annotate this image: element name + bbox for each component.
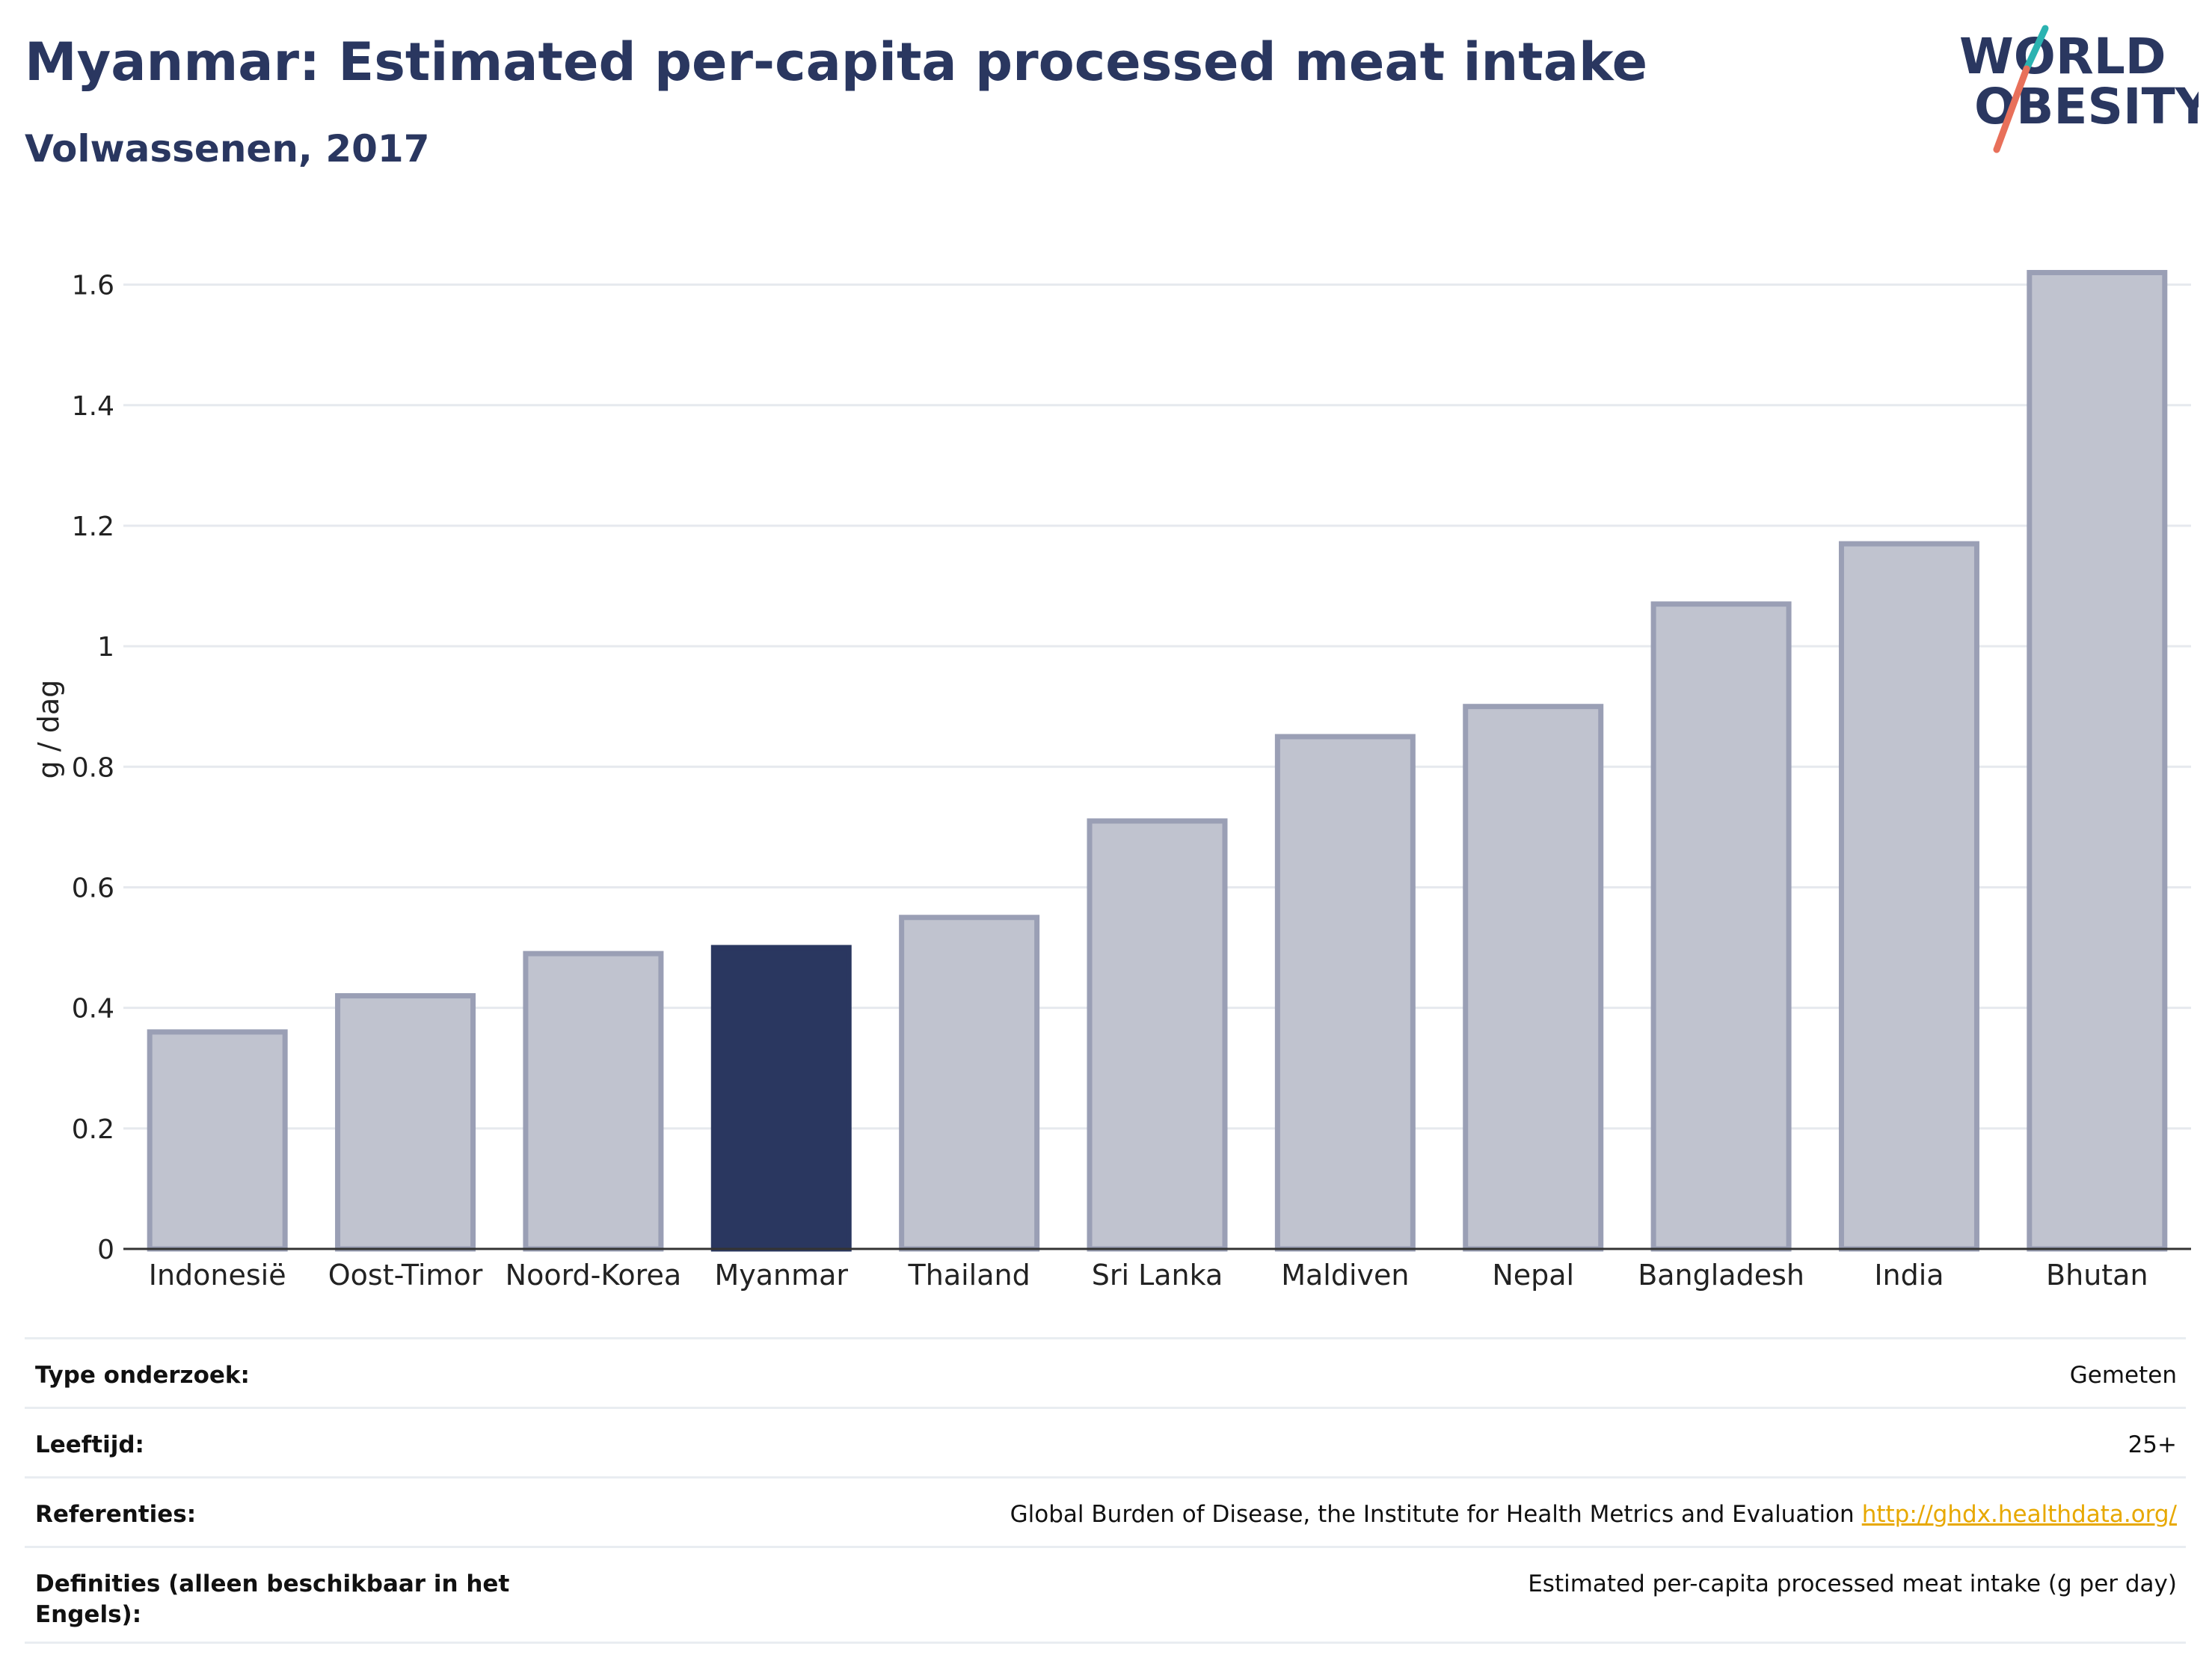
y-axis-ticks: 0 0.2 0.4 0.6 0.8 1 1.2 1.4 1.6 (72, 271, 114, 1265)
chart-title: Myanmar: Estimated per-capita processed … (25, 31, 1648, 93)
meta-key: Leeftijd: (35, 1431, 144, 1458)
y-tick-label: 0.8 (72, 752, 114, 783)
y-tick-label: 1.4 (72, 391, 114, 422)
x-tick-label: India (1874, 1259, 1944, 1292)
bar-oost-timor[interactable] (335, 993, 476, 1252)
chart-subtitle: Volwassenen, 2017 (25, 127, 430, 171)
x-tick-label: Oost-Timor (328, 1259, 483, 1292)
y-tick-label: 1.2 (72, 512, 114, 542)
reference-link[interactable]: http://ghdx.healthdata.org/ (1861, 1500, 2177, 1528)
x-tick-label: Noord-Korea (506, 1259, 681, 1292)
meta-key: Definities (alleen beschikbaar in het En… (35, 1570, 510, 1629)
meta-row-age: Leeftijd: 25+ (25, 1409, 2186, 1479)
bar-bhutan[interactable] (2027, 269, 2168, 1252)
x-tick-label: Bangladesh (1638, 1259, 1804, 1292)
x-tick-label: Thailand (908, 1259, 1030, 1292)
x-axis-ticks: Indonesië Oost-Timor Noord-Korea Myanmar Tha… (149, 1259, 2148, 1292)
bar-indonesi-[interactable] (147, 1029, 288, 1252)
metadata-table: Type onderzoek: Gemeten Leeftijd: 25+ Re… (25, 1337, 2186, 1645)
y-tick-label: 0 (97, 1235, 114, 1265)
bar-thailand[interactable] (899, 915, 1040, 1252)
x-tick-label: Myanmar (714, 1259, 848, 1292)
x-tick-label: Nepal (1492, 1259, 1574, 1292)
x-tick-label: Sri Lanka (1092, 1259, 1223, 1292)
logo-slash-teal-icon (2023, 25, 2049, 73)
logo-text-world: WORLD (1959, 28, 2166, 85)
bar-sri-lanka[interactable] (1087, 818, 1228, 1252)
meta-value: Global Burden of Disease, the Institute … (1010, 1499, 2177, 1531)
y-tick-label: 1.6 (72, 271, 114, 301)
meta-key: Type onderzoek: (35, 1362, 250, 1389)
meta-row-references: Referenties: Global Burden of Disease, t… (25, 1479, 2186, 1548)
meta-value: Estimated per-capita processed meat inta… (1528, 1570, 2177, 1597)
world-obesity-logo[interactable]: WORLD OBESITY (1944, 22, 2199, 157)
logo-slash-coral-icon (1993, 65, 2030, 153)
meta-row-type: Type onderzoek: Gemeten (25, 1339, 2186, 1409)
y-tick-label: 0.2 (72, 1114, 114, 1145)
bar-myanmar[interactable] (710, 945, 852, 1252)
y-tick-label: 0.4 (72, 994, 114, 1025)
bar-maldiven[interactable] (1274, 734, 1416, 1252)
x-tick-label: Indonesië (149, 1259, 286, 1292)
reference-text: Global Burden of Disease, the Institute … (1010, 1500, 1855, 1528)
bar-india[interactable] (1838, 541, 1979, 1252)
bar-chart: 0 0.2 0.4 0.6 0.8 1 1.2 1.4 1.6 Indonesië Oost-Ti… (32, 269, 2191, 1292)
bar-nepal[interactable] (1463, 704, 1604, 1252)
y-axis-label: g / dag (32, 680, 65, 779)
meta-value: Gemeten (2069, 1362, 2177, 1389)
meta-key: Referenties: (35, 1500, 197, 1528)
meta-value: 25+ (2127, 1431, 2177, 1458)
y-tick-label: 0.6 (72, 873, 114, 903)
x-tick-label: Maldiven (1281, 1259, 1409, 1292)
bar-bangladesh[interactable] (1650, 601, 1792, 1252)
y-tick-label: 1 (97, 632, 114, 663)
chart-bars (147, 269, 2168, 1252)
x-tick-label: Bhutan (2046, 1259, 2148, 1292)
bar-noord-korea[interactable] (523, 951, 664, 1252)
meta-row-definitions: Definities (alleen beschikbaar in het En… (25, 1548, 2186, 1645)
